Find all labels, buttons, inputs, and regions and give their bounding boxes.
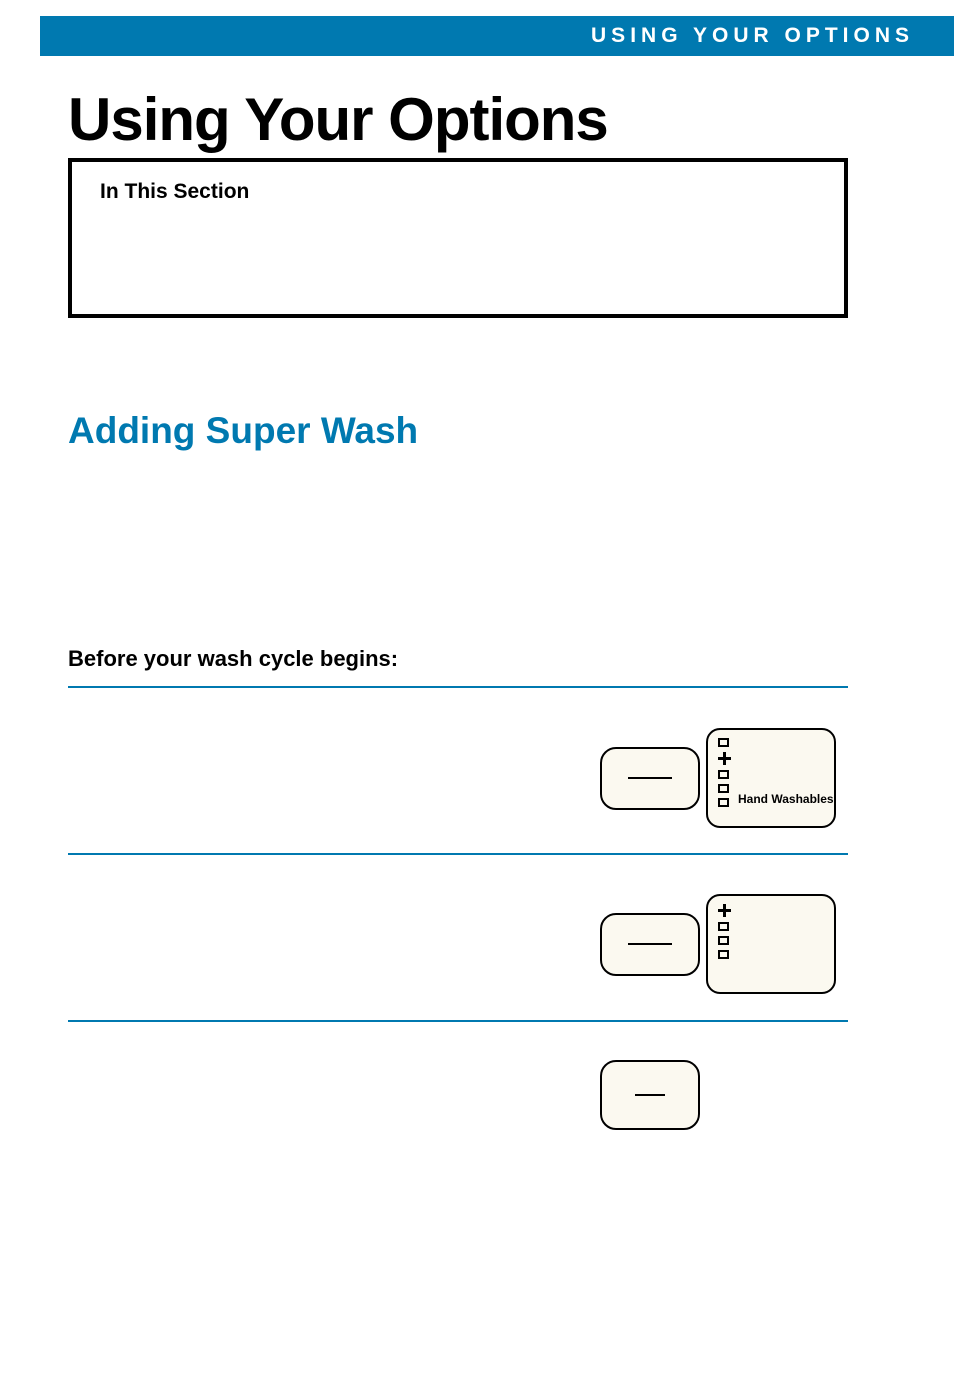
indicator-square-icon [718,936,729,945]
steps-heading: Before your wash cycle begins: [68,646,398,672]
running-header-bar: USING YOUR OPTIONS [40,16,954,56]
indicator-square-icon [718,950,729,959]
keypad-button-icon [600,913,700,976]
indicator-square-icon [718,922,729,931]
figure-row-2 [600,894,836,994]
figure-row-3 [600,1060,700,1130]
page: USING YOUR OPTIONS Using Your Options In… [0,0,954,1393]
divider-rule [68,686,848,688]
divider-rule [68,1020,848,1022]
dash-icon [628,943,672,946]
indicator-square-icon [718,784,729,793]
in-this-section-box: In This Section [68,158,848,318]
indicator-square-icon [718,770,729,779]
dash-icon [628,777,672,780]
indicator-square-icon [718,798,729,807]
keypad-button-icon [600,1060,700,1130]
subsection-heading: Adding Super Wash [68,410,418,452]
selected-indicator-icon [718,752,731,765]
figure-row-1: Hand Washables [600,728,836,828]
running-header-text: USING YOUR OPTIONS [591,24,914,48]
dash-icon [635,1094,665,1097]
keypad-button-icon [600,747,700,810]
indicator-column [718,904,731,959]
control-panel-icon: Hand Washables [706,728,836,828]
in-this-section-heading: In This Section [100,180,816,204]
divider-rule [68,853,848,855]
page-title: Using Your Options [68,85,608,154]
control-panel-icon [706,894,836,994]
panel-label: Hand Washables [738,792,834,806]
indicator-square-icon [718,738,729,747]
selected-indicator-icon [718,904,731,917]
indicator-column [718,738,731,807]
